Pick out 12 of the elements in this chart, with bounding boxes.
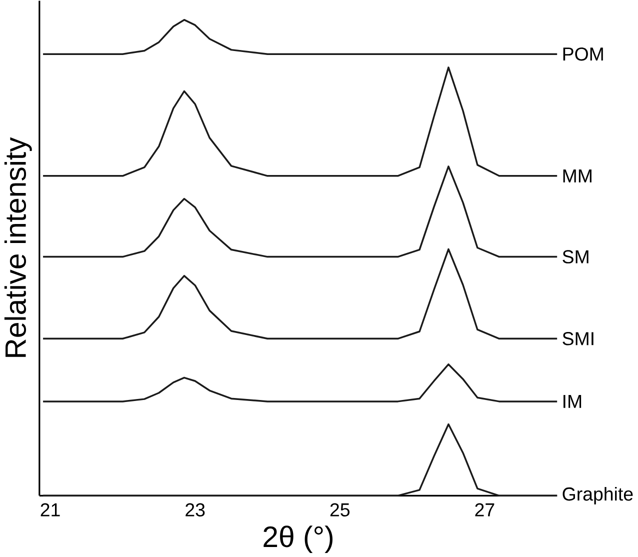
series-label: POM: [563, 47, 603, 60]
series-label: SMI: [562, 332, 594, 346]
x-tick-label: 23: [186, 502, 205, 516]
x-tick-label: 27: [475, 502, 494, 516]
series-label: Graphite: [562, 486, 633, 504]
x-axis-title: 2θ (°): [264, 525, 332, 553]
series-label: MM: [563, 169, 592, 182]
x-tick-label: 25: [330, 502, 350, 516]
x-tick-label: 21: [40, 502, 60, 516]
series-label: IM: [564, 394, 582, 408]
series-label: SM: [562, 250, 588, 264]
y-axis-title: Relative intensity: [4, 137, 32, 357]
